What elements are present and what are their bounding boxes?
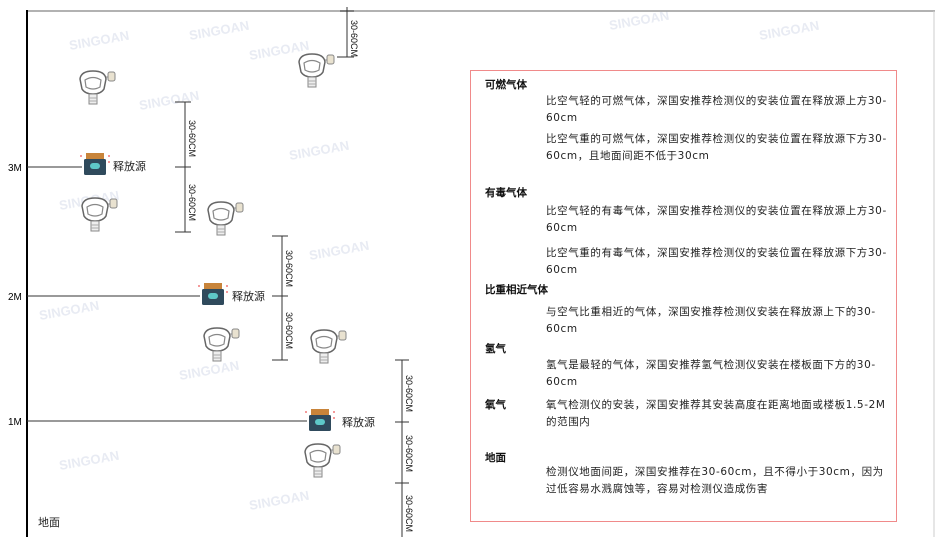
gas-detector-icon — [207, 201, 244, 236]
recommendation-panel: 可燃气体 比空气轻的可燃气体，深国安推荐检测仪的安装位置在释放源上方30-60c… — [470, 70, 897, 522]
heading-ground: 地面 — [485, 452, 506, 464]
paragraph: 比空气重的有毒气体，深国安推荐检测仪的安装位置在释放源下方30-60cm — [546, 247, 887, 276]
dimension-label: 30-60CM — [349, 20, 359, 57]
svg-text:SINGOAN: SINGOAN — [58, 448, 120, 473]
dimension-label: 30-60CM — [187, 120, 197, 157]
svg-text:SINGOAN: SINGOAN — [248, 488, 310, 513]
svg-text:SINGOAN: SINGOAN — [178, 358, 240, 383]
release-source-icon — [305, 409, 335, 431]
level-2m: 2M — [8, 292, 22, 303]
svg-text:SINGOAN: SINGOAN — [68, 28, 130, 53]
heading-combustible: 可燃气体 — [485, 79, 527, 91]
heading-hydrogen: 氢气 — [485, 343, 506, 355]
paragraph: 比空气轻的有毒气体，深国安推荐检测仪的安装位置在释放源上方30-60cm — [546, 205, 887, 234]
svg-text:SINGOAN: SINGOAN — [308, 238, 370, 263]
release-source-icon — [198, 283, 228, 305]
heading-oxygen: 氧气 — [485, 399, 506, 411]
paragraph: 比空气重的可燃气体，深国安推荐检测仪的安装位置在释放源下方30-60cm，且地面… — [546, 133, 887, 162]
dimension-label: 30-60CM — [404, 375, 414, 412]
dimension-label: 30-60CM — [284, 250, 294, 287]
gas-detector-icon — [298, 53, 335, 88]
level-3m: 3M — [8, 163, 22, 174]
dimension-label: 30-60CM — [404, 435, 414, 472]
svg-text:SINGOAN: SINGOAN — [138, 88, 200, 113]
dimension-label: 30-60CM — [404, 495, 414, 532]
heading-toxic: 有毒气体 — [485, 187, 527, 199]
paragraph: 比空气轻的可燃气体，深国安推荐检测仪的安装位置在释放源上方30-60cm — [546, 95, 887, 124]
paragraph: 氢气是最轻的气体，深国安推荐氢气检测仪安装在楼板面下方的30-60cm — [546, 359, 876, 388]
svg-text:SINGOAN: SINGOAN — [758, 18, 820, 43]
gas-detector-icon — [79, 70, 116, 105]
svg-text:SINGOAN: SINGOAN — [38, 298, 100, 323]
dimension-label: 30-60CM — [187, 184, 197, 221]
release-source-icon — [80, 153, 110, 175]
paragraph: 与空气比重相近的气体，深国安推荐检测仪安装在释放源上下的30-60cm — [546, 306, 876, 335]
ground-label: 地面 — [38, 516, 60, 529]
svg-text:SINGOAN: SINGOAN — [288, 138, 350, 163]
paragraph: 氧气检测仪的安装，深国安推荐其安装高度在距离地面或楼板1.5-2M的范围内 — [546, 399, 886, 428]
gas-detector-icon — [203, 327, 240, 362]
dimension-lines — [175, 7, 409, 537]
heading-similar-density: 比重相近气体 — [485, 284, 548, 296]
gas-detector-icon — [81, 197, 118, 232]
paragraph: 检测仪地面间距，深国安推荐在30-60cm，且不得小于30cm，因为过低容易水溅… — [546, 466, 884, 495]
dimension-label: 30-60CM — [284, 312, 294, 349]
level-1m: 1M — [8, 417, 22, 428]
source-label: 释放源 — [232, 289, 265, 303]
svg-text:SINGOAN: SINGOAN — [188, 18, 250, 43]
source-label: 释放源 — [342, 415, 375, 429]
gas-detector-icon — [310, 329, 347, 364]
gas-detector-icon — [304, 443, 341, 478]
source-label: 释放源 — [113, 159, 146, 173]
